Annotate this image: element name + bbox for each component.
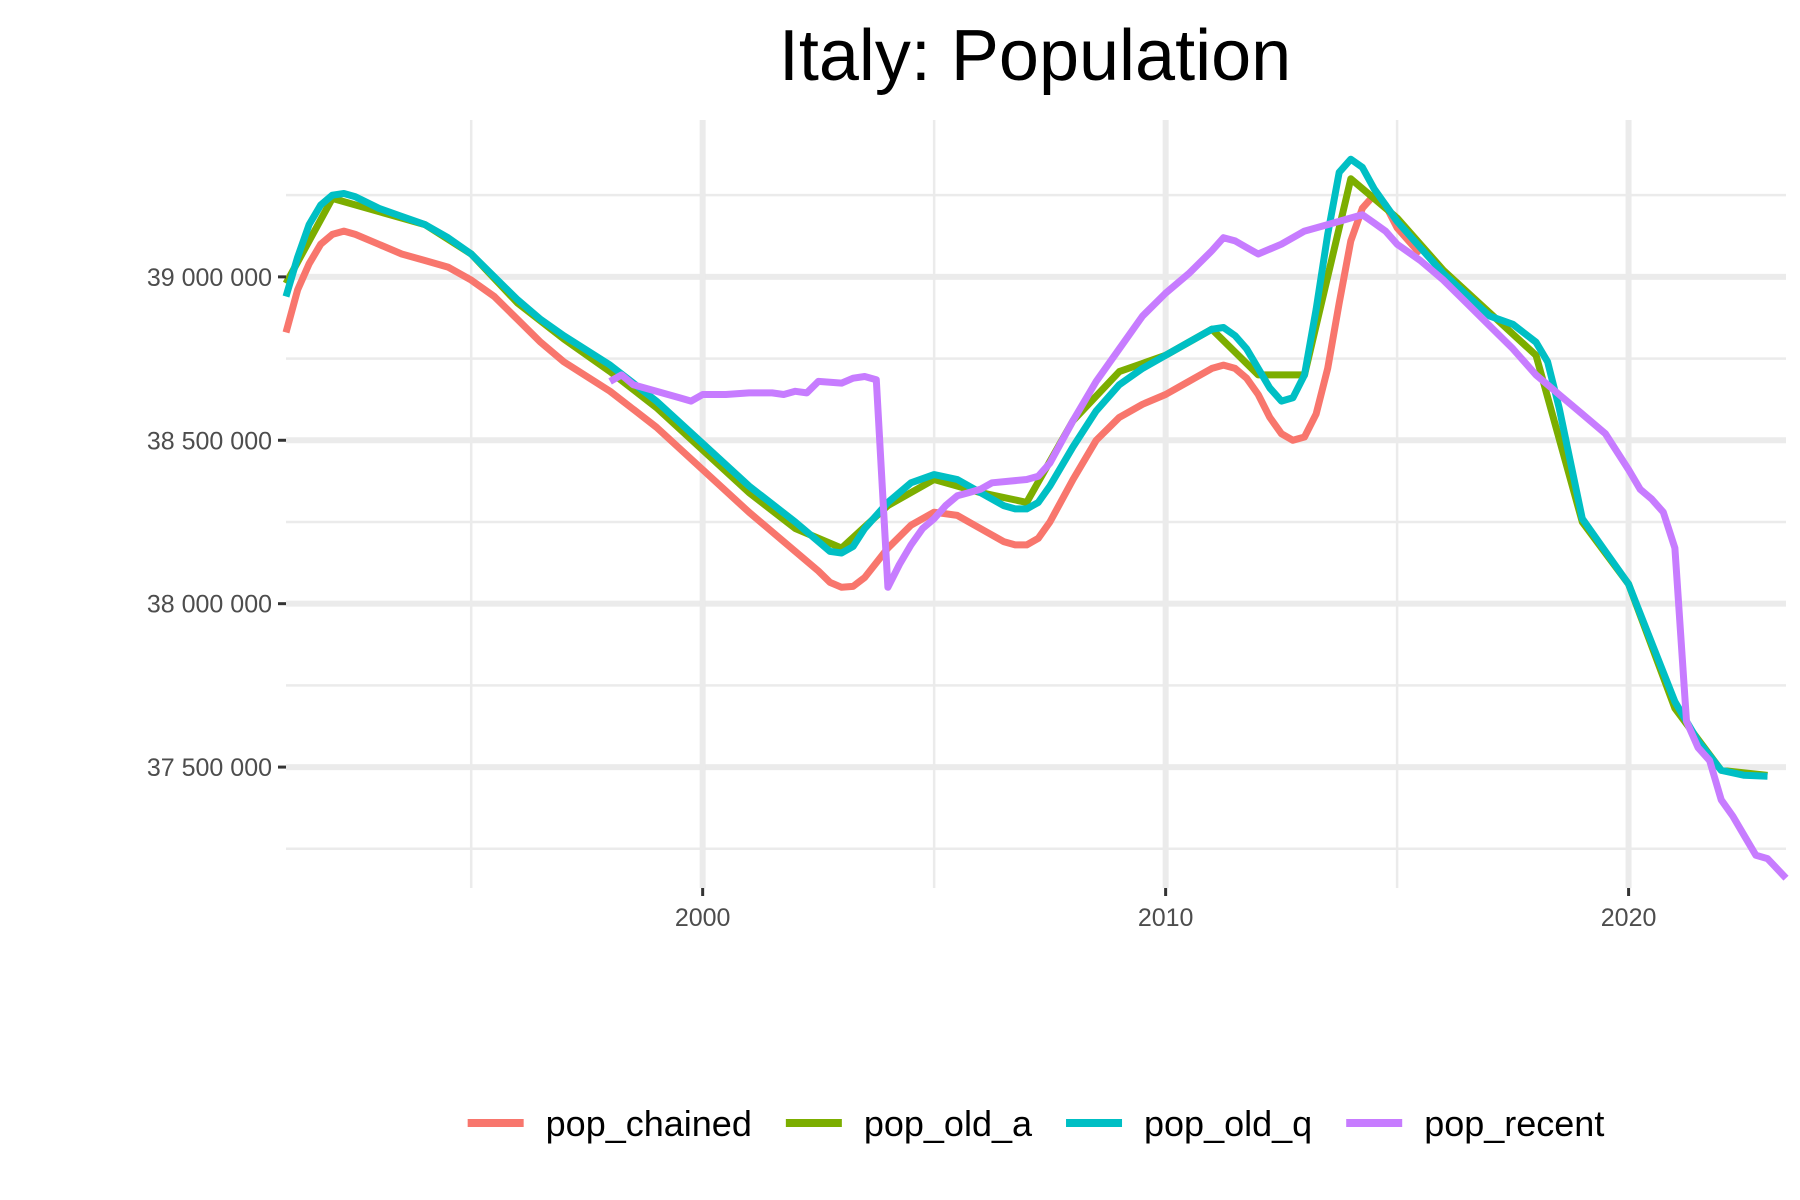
y-tick-label: 39 000 000: [147, 264, 272, 292]
legend-item-pop-recent: pop_recent: [1346, 1103, 1604, 1144]
y-tick-label: 38 500 000: [147, 427, 272, 455]
major-gridlines: [286, 120, 1786, 888]
legend-item-pop-old-a: pop_old_a: [785, 1103, 1033, 1144]
series-lines: [282, 155, 1789, 881]
series-line-pop-chained: [282, 191, 1423, 591]
x-tick-label: 2020: [1601, 904, 1657, 932]
legend-item-pop-old-q: pop_old_q: [1066, 1103, 1312, 1144]
y-tick-label: 38 000 000: [147, 591, 272, 619]
series-line-pop-recent: [608, 211, 1789, 881]
y-axis: 37 500 000 38 000 000 38 500 000 39 000 000: [147, 264, 286, 782]
chart-title: Italy: Population: [779, 16, 1291, 96]
minor-gridlines: [286, 120, 1786, 888]
x-tick-label: 2000: [675, 904, 731, 932]
legend-label: pop_old_a: [864, 1103, 1033, 1144]
y-tick-label: 37 500 000: [147, 754, 272, 782]
series-line-pop-old-q: [282, 155, 1768, 780]
legend-label: pop_old_q: [1144, 1103, 1312, 1144]
x-axis: 2000 2010 2020: [675, 888, 1657, 932]
legend-label: pop_recent: [1424, 1103, 1604, 1144]
x-tick-label: 2010: [1138, 904, 1194, 932]
legend-label: pop_chained: [546, 1103, 752, 1144]
legend: pop_chained pop_old_a pop_old_q pop_recent: [467, 1103, 1604, 1144]
legend-item-pop-chained: pop_chained: [467, 1103, 752, 1144]
